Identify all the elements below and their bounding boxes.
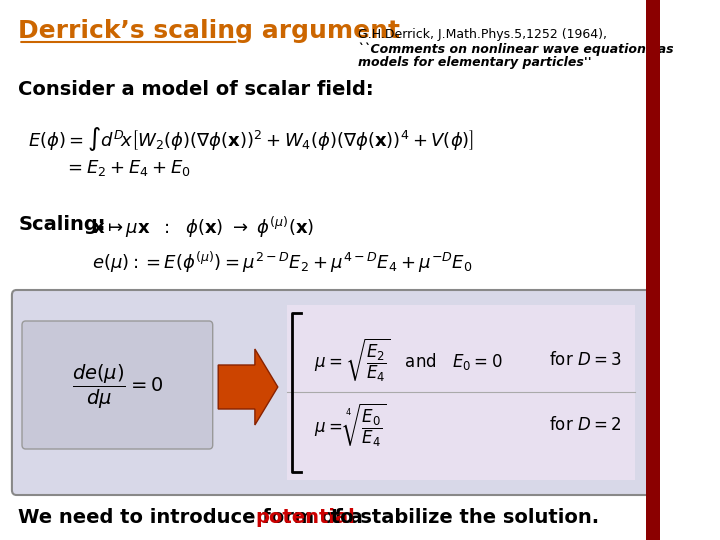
Bar <box>647 0 660 540</box>
Text: models for elementary particles'': models for elementary particles'' <box>358 56 591 69</box>
Text: Consider a model of scalar field:: Consider a model of scalar field: <box>18 80 374 99</box>
Text: $e(\mu) := E(\phi^{(\mu)}) = \mu^{2-D}E_2 + \mu^{4-D}E_4 + \mu^{-D}E_0$: $e(\mu) := E(\phi^{(\mu)}) = \mu^{2-D}E_… <box>91 250 472 275</box>
FancyBboxPatch shape <box>287 305 635 480</box>
Text: potential: potential <box>256 508 355 527</box>
Text: Derrick’s scaling argument: Derrick’s scaling argument <box>18 19 400 43</box>
Text: $\mathbf{x} \mapsto \mu\mathbf{x}\ \ :\ \ \phi(\mathbf{x})\ \rightarrow\ \phi^{(: $\mathbf{x} \mapsto \mu\mathbf{x}\ \ :\ … <box>91 215 314 240</box>
Text: ``Comments on nonlinear wave equations as: ``Comments on nonlinear wave equations a… <box>358 42 673 56</box>
Text: Scaling:: Scaling: <box>18 215 106 234</box>
Text: We need to introduce form of a: We need to introduce form of a <box>18 508 370 527</box>
Text: $\dfrac{de(\mu)}{d\mu} = 0$: $\dfrac{de(\mu)}{d\mu} = 0$ <box>72 363 163 411</box>
Text: for $D = 2$: for $D = 2$ <box>549 416 621 434</box>
Text: $E(\phi) = \int d^D\!x\left[W_2(\phi)(\nabla\phi(\mathbf{x}))^2 + W_4(\phi)(\nab: $E(\phi) = \int d^D\!x\left[W_2(\phi)(\n… <box>27 125 474 153</box>
Polygon shape <box>218 349 278 425</box>
Text: to stabilize the solution.: to stabilize the solution. <box>324 508 599 527</box>
FancyBboxPatch shape <box>22 321 212 449</box>
Text: G.H.Derrick, J.Math.Phys.5,1252 (1964),: G.H.Derrick, J.Math.Phys.5,1252 (1964), <box>358 28 606 41</box>
Text: $\mu = \sqrt[4]{\dfrac{E_0}{E_4}}$: $\mu = \sqrt[4]{\dfrac{E_0}{E_4}}$ <box>315 401 387 449</box>
Text: for $D = 3$: for $D = 3$ <box>549 351 621 369</box>
Text: $\mu = \sqrt{\dfrac{E_2}{E_4}}\ \ $ and $\ \ E_0 = 0$: $\mu = \sqrt{\dfrac{E_2}{E_4}}\ \ $ and … <box>315 336 503 384</box>
Text: $= E_2 + E_4 + E_0$: $= E_2 + E_4 + E_0$ <box>64 158 191 178</box>
FancyBboxPatch shape <box>12 290 654 495</box>
